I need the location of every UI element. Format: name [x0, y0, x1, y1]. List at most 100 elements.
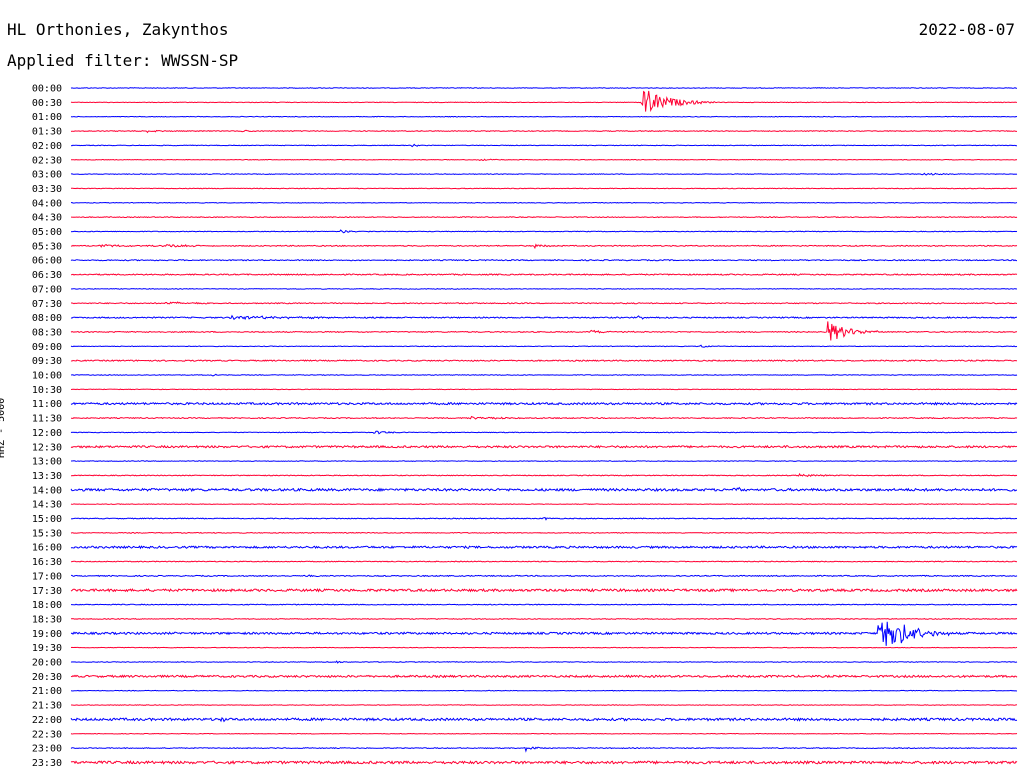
trace-line [70, 129, 1017, 134]
trace-line [70, 201, 1018, 204]
trace-line [70, 531, 1018, 534]
trace-line [70, 646, 1018, 649]
trace-line [70, 660, 1018, 664]
time-tick-label: 00:30 [32, 98, 62, 109]
filter-label: Applied filter: WWSSN-SP [7, 51, 239, 70]
trace-line [70, 415, 1018, 420]
trace-line [70, 760, 1018, 765]
trace-line [70, 746, 1017, 753]
time-tick-label: 01:00 [32, 112, 62, 123]
time-tick-label: 11:30 [32, 414, 62, 425]
time-tick-label: 02:00 [32, 141, 62, 152]
time-tick-label: 17:30 [32, 586, 62, 597]
time-tick-label: 04:00 [32, 198, 62, 209]
time-tick-label: 13:00 [32, 457, 62, 468]
trace-line [70, 115, 1018, 118]
time-tick-label: 21:30 [32, 701, 62, 712]
time-tick-label: 22:30 [32, 729, 62, 740]
time-tick-label: 19:30 [32, 643, 62, 654]
time-tick-label: 14:00 [32, 485, 62, 496]
time-tick-label: 18:30 [32, 614, 62, 625]
trace-line [70, 401, 1018, 406]
time-tick-label: 14:30 [32, 500, 62, 511]
time-tick-label: 00:00 [32, 84, 62, 95]
time-tick-label: 20:00 [32, 658, 62, 669]
trace-line [70, 674, 1018, 679]
time-tick-label: 22:00 [32, 715, 62, 726]
date-label: 2022-08-07 [918, 20, 1015, 39]
time-tick-label: 03:00 [32, 170, 62, 181]
trace-line [70, 388, 1018, 391]
trace-line [70, 288, 1018, 290]
time-tick-label: 21:00 [32, 686, 62, 697]
time-tick-label: 23:30 [32, 758, 62, 769]
time-tick-label: 16:30 [32, 557, 62, 568]
trace-line [71, 216, 1018, 219]
trace-line [71, 158, 1018, 161]
time-tick-label: 13:30 [32, 471, 62, 482]
station-title: HL Orthonies, Zakynthos [7, 20, 229, 39]
trace-line [70, 90, 1018, 113]
trace-line [70, 717, 1018, 723]
time-tick-label: 07:00 [32, 284, 62, 295]
trace-line [70, 373, 1018, 377]
trace-line [70, 321, 1017, 341]
trace-line [71, 603, 1018, 606]
time-tick-label: 19:00 [32, 629, 62, 640]
time-tick-label: 17:00 [32, 571, 62, 582]
time-tick-label: 06:00 [32, 256, 62, 267]
trace-line [70, 172, 1018, 176]
trace-line [70, 229, 1018, 234]
trace-line [70, 359, 1017, 362]
trace-line [71, 574, 1018, 578]
trace-line [70, 545, 1018, 550]
time-tick-label: 18:00 [32, 600, 62, 611]
trace-line [70, 143, 1017, 148]
time-tick-label: 15:30 [32, 528, 62, 539]
trace-line [70, 732, 1018, 735]
trace-line [70, 314, 1017, 321]
trace-line [70, 503, 1018, 505]
trace-line [70, 617, 1018, 620]
trace-line [70, 587, 1018, 593]
trace-line [71, 704, 1018, 706]
time-tick-label: 04:30 [32, 213, 62, 224]
trace-line [70, 472, 1018, 478]
time-tick-label: 15:00 [32, 514, 62, 525]
trace-line [70, 689, 1018, 692]
time-tick-label: 10:00 [32, 371, 62, 382]
trace-line [70, 259, 1017, 262]
trace-line [71, 460, 1018, 462]
trace-line [70, 621, 1018, 646]
trace-line [70, 560, 1018, 563]
time-tick-label: 10:30 [32, 385, 62, 396]
trace-line [71, 301, 1017, 305]
trace-line [70, 430, 1017, 435]
time-tick-label: 09:00 [32, 342, 62, 353]
time-tick-label: 01:30 [32, 127, 62, 138]
trace-line [70, 516, 1018, 521]
time-tick-label: 08:30 [32, 327, 62, 338]
time-tick-label: 16:00 [32, 543, 62, 554]
time-tick-label: 03:30 [32, 184, 62, 195]
time-tick-label: 20:30 [32, 672, 62, 683]
time-tick-label: 11:00 [32, 399, 62, 410]
trace-line [70, 486, 1018, 493]
trace-line [71, 187, 1018, 190]
time-tick-label: 23:00 [32, 744, 62, 755]
time-tick-label: 05:00 [32, 227, 62, 238]
trace-line [70, 344, 1018, 348]
trace-line [70, 87, 1018, 89]
time-tick-label: 08:00 [32, 313, 62, 324]
trace-line [70, 273, 1018, 276]
time-tick-label: 05:30 [32, 241, 62, 252]
time-tick-label: 06:30 [32, 270, 62, 281]
time-tick-label: 07:30 [32, 299, 62, 310]
time-tick-label: 12:00 [32, 428, 62, 439]
time-tick-label: 09:30 [32, 356, 62, 367]
trace-line [70, 444, 1018, 449]
time-tick-label: 12:30 [32, 442, 62, 453]
time-tick-label: 02:30 [32, 155, 62, 166]
